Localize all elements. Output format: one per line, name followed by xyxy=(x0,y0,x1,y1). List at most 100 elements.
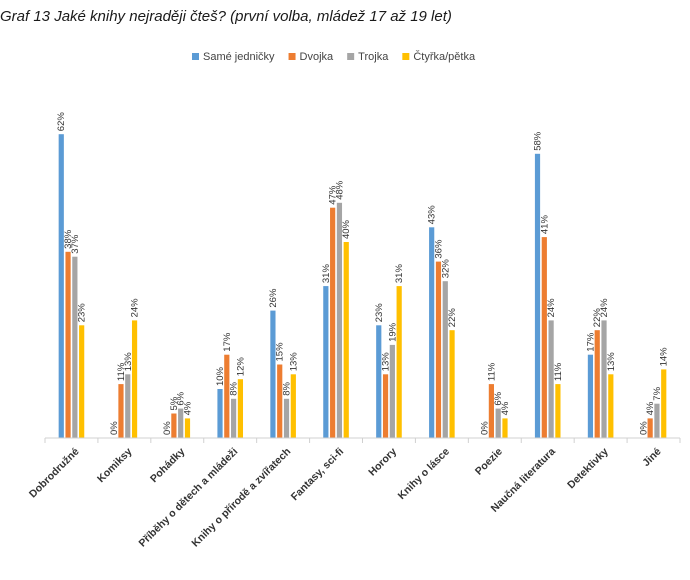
data-label-komiksy-trojka: 13% xyxy=(123,352,134,372)
x-axis-ticks xyxy=(44,438,681,443)
bar-knihy-o-prirode-a-zviratech-trojka xyxy=(283,398,290,438)
data-label-horory-dvojka: 13% xyxy=(381,352,392,372)
bar-poezie-ctyrka-petka xyxy=(502,418,508,438)
legend-item-same-jednicky: Samé jedničky xyxy=(192,51,275,63)
data-label-komiksy-ctyrka-petka: 24% xyxy=(130,298,141,318)
data-label-horory-trojka: 19% xyxy=(387,322,398,342)
data-label-pribehy-o-detech-a-mladezi-same-jednicky: 10% xyxy=(215,366,226,386)
bar-pohadky-ctyrka-petka xyxy=(184,418,191,438)
data-label-knihy-o-lasce-same-jednicky: 43% xyxy=(427,205,438,225)
bar-poezie-trojka xyxy=(495,408,501,438)
bar-dobrodruzne-ctyrka-petka xyxy=(79,325,85,438)
data-label-knihy-o-lasce-dvojka: 36% xyxy=(433,239,444,259)
category-label-komiksy: Komiksy xyxy=(95,446,135,486)
data-label-dobrodruzne-same-jednicky: 62% xyxy=(56,112,67,132)
bar-poezie-dvojka xyxy=(488,384,494,438)
bar-fantasy-sci-fi-same-jednicky xyxy=(323,286,329,438)
data-label-dobrodruzne-ctyrka-petka: 23% xyxy=(77,303,88,323)
bar-dobrodruzne-same-jednicky xyxy=(58,134,64,438)
data-label-naucna-literatura-trojka: 24% xyxy=(546,298,557,318)
data-label-detektivky-dvojka: 22% xyxy=(592,308,603,328)
data-label-poezie-same-jednicky: 0% xyxy=(480,421,491,435)
category-label-knihy-o-lasce: Knihy o lásce xyxy=(396,446,452,502)
bar-fantasy-sci-fi-ctyrka-petka xyxy=(343,242,349,438)
bar-komiksy-trojka xyxy=(125,374,131,438)
data-label-detektivky-same-jednicky: 17% xyxy=(585,332,596,352)
bar-horory-dvojka xyxy=(382,374,389,438)
bar-detektivky-trojka xyxy=(601,320,607,438)
bar-horory-ctyrka-petka xyxy=(396,286,402,438)
legend-item-dvojka: Dvojka xyxy=(288,51,335,63)
bar-knihy-o-prirode-a-zviratech-dvojka xyxy=(277,364,283,438)
category-label-poezie: Poezie xyxy=(473,446,505,478)
data-label-knihy-o-prirode-a-zviratech-dvojka: 15% xyxy=(275,342,286,362)
category-label-jine: Jiné xyxy=(640,446,663,469)
data-label-pohadky-dvojka: 5% xyxy=(169,396,180,410)
data-label-poezie-ctyrka-petka: 4% xyxy=(500,401,511,415)
bar-horory-trojka xyxy=(389,344,395,438)
category-label-pribehy-o-detech-a-mladezi: Příběhy o dětech a mládeži xyxy=(137,446,241,550)
data-label-jine-dvojka: 4% xyxy=(645,401,656,415)
data-label-horory-ctyrka-petka: 31% xyxy=(394,264,405,284)
data-label-poezie-dvojka: 11% xyxy=(486,362,497,381)
data-label-pohadky-same-jednicky: 0% xyxy=(162,421,173,435)
legend-label: Samé jedničky xyxy=(203,51,275,63)
data-label-naucna-literatura-ctyrka-petka: 11% xyxy=(553,362,564,381)
data-label-fantasy-sci-fi-ctyrka-petka: 40% xyxy=(341,219,352,239)
bar-naucna-literatura-same-jednicky xyxy=(534,153,541,439)
data-label-detektivky-trojka: 24% xyxy=(599,298,610,318)
data-label-naucna-literatura-dvojka: 41% xyxy=(539,215,550,235)
data-label-pribehy-o-detech-a-mladezi-dvojka: 17% xyxy=(222,332,233,352)
legend-swatch xyxy=(192,53,199,60)
category-label-dobrodruzne: Dobrodružné xyxy=(27,446,82,501)
legend-swatch xyxy=(347,53,355,60)
data-label-komiksy-dvojka: 11% xyxy=(116,362,127,381)
bar-knihy-o-prirode-a-zviratech-same-jednicky xyxy=(270,310,276,438)
legend-label: Dvojka xyxy=(300,51,335,63)
data-label-fantasy-sci-fi-trojka: 48% xyxy=(334,180,345,200)
legend-swatch xyxy=(402,53,410,60)
chart-title: Graf 13 Jaké knihy nejraději čteš? (prvn… xyxy=(0,8,452,25)
legend-item-trojka: Trojka xyxy=(347,51,389,63)
legend-swatch xyxy=(288,53,296,60)
legend: Samé jedničky Dvojka Trojka Čtyřka/pětka xyxy=(192,50,476,63)
value-labels: 62%38%37%23%0%11%13%24%0%5%6%4%10%17%8%1… xyxy=(56,112,669,435)
legend-label: Trojka xyxy=(358,51,389,63)
bar-pribehy-o-detech-a-mladezi-ctyrka-petka xyxy=(237,379,244,438)
bar-pribehy-o-detech-a-mladezi-trojka xyxy=(231,398,237,438)
data-label-pribehy-o-detech-a-mladezi-ctyrka-petka: 12% xyxy=(235,357,246,377)
legend-label: Čtyřka/pětka xyxy=(413,50,476,63)
data-label-knihy-o-prirode-a-zviratech-same-jednicky: 26% xyxy=(268,288,279,308)
bar-pribehy-o-detech-a-mladezi-dvojka xyxy=(224,354,230,438)
bar-jine-dvojka xyxy=(647,418,653,438)
data-label-pribehy-o-detech-a-mladezi-trojka: 8% xyxy=(229,382,240,396)
data-label-jine-same-jednicky: 0% xyxy=(638,421,649,435)
data-label-pohadky-ctyrka-petka: 4% xyxy=(182,401,193,415)
data-label-knihy-o-prirode-a-zviratech-ctyrka-petka: 13% xyxy=(288,352,299,372)
data-label-jine-trojka: 7% xyxy=(652,386,663,400)
category-label-fantasy-sci-fi: Fantasy, sci-fi xyxy=(289,446,347,504)
bar-knihy-o-lasce-same-jednicky xyxy=(429,227,435,438)
bar-pribehy-o-detech-a-mladezi-same-jednicky xyxy=(217,389,223,438)
bar-knihy-o-lasce-trojka xyxy=(442,281,448,438)
data-label-knihy-o-prirode-a-zviratech-trojka: 8% xyxy=(282,382,293,396)
data-label-dobrodruzne-dvojka: 38% xyxy=(63,229,74,249)
bar-naucna-literatura-dvojka xyxy=(541,237,547,438)
bar-naucna-literatura-ctyrka-petka xyxy=(555,384,561,438)
data-label-detektivky-ctyrka-petka: 13% xyxy=(606,352,617,372)
bar-komiksy-dvojka xyxy=(118,384,124,438)
data-label-dobrodruzne-trojka: 37% xyxy=(70,234,81,254)
data-label-pohadky-trojka: 6% xyxy=(176,391,187,405)
bar-dobrodruzne-dvojka xyxy=(65,251,71,438)
data-label-knihy-o-lasce-ctyrka-petka: 22% xyxy=(447,308,458,328)
category-label-detektivky: Detektivky xyxy=(565,446,611,492)
data-label-horory-same-jednicky: 23% xyxy=(374,303,385,323)
data-label-naucna-literatura-same-jednicky: 58% xyxy=(533,131,544,151)
data-label-jine-ctyrka-petka: 14% xyxy=(659,347,670,367)
bar-detektivky-same-jednicky xyxy=(587,354,594,438)
bar-naucna-literatura-trojka xyxy=(548,320,554,438)
category-label-pohadky: Pohádky xyxy=(148,446,188,486)
bar-dobrodruzne-trojka xyxy=(72,256,78,438)
legend-item-ctyrka-petka: Čtyřka/pětka xyxy=(402,50,476,63)
